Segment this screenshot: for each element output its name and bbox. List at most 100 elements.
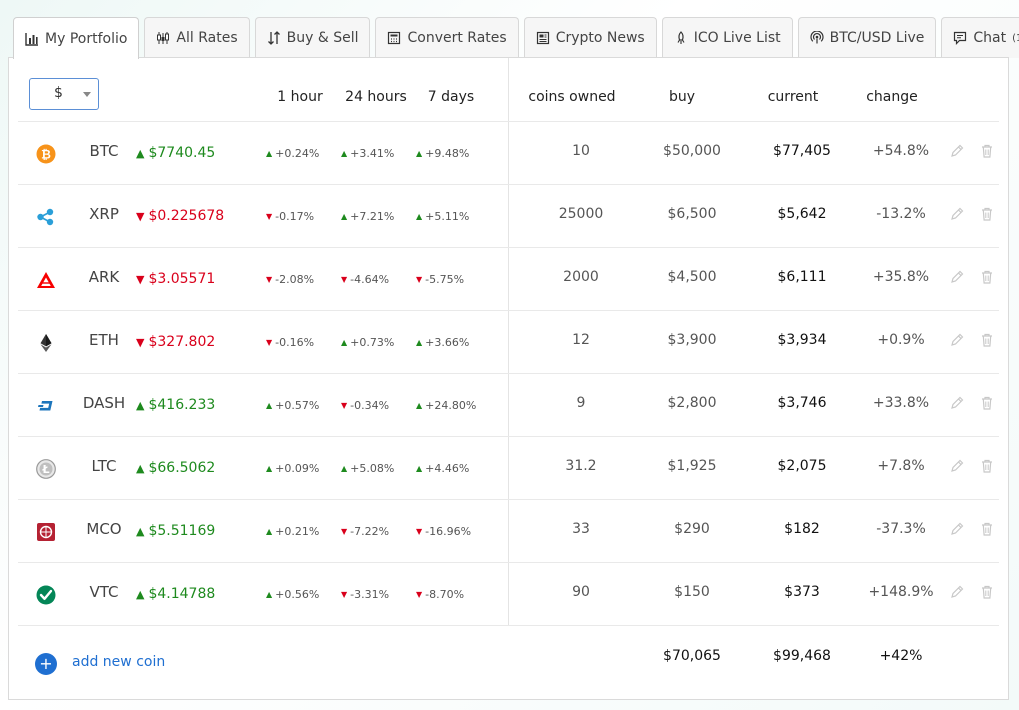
tab-my-portfolio[interactable]: My Portfolio (13, 17, 140, 59)
pencil-icon[interactable] (949, 332, 965, 348)
tab-buy-sell[interactable]: Buy & Sell (254, 17, 371, 58)
tab-ico-live-list[interactable]: ICO Live List (661, 17, 793, 58)
change-7d: ▼ -8.70% (416, 588, 464, 601)
row-separator (18, 184, 999, 185)
arrow-icon: ▲ (266, 590, 273, 599)
coins-owned: 10 (572, 143, 590, 159)
plus-icon[interactable]: + (35, 653, 57, 675)
change-value: -13.2% (876, 206, 926, 222)
coins-owned: 25000 (558, 206, 604, 222)
change-7d-value: -5.75% (425, 273, 465, 286)
price-arrow-icon: ▼ (136, 273, 145, 286)
pencil-icon[interactable] (949, 269, 965, 285)
arrow-icon: ▼ (341, 275, 348, 284)
arrow-icon: ▲ (416, 338, 423, 347)
change-24h: ▼ -7.22% (341, 525, 389, 538)
header-24-hours: 24 hours (345, 89, 407, 105)
pencil-icon[interactable] (949, 521, 965, 537)
arrow-icon: ▼ (416, 527, 423, 536)
change-24h: ▼ -4.64% (341, 273, 389, 286)
change-24h: ▲ +5.08% (341, 462, 394, 475)
change-24h-value: -4.64% (350, 273, 390, 286)
table-row: ₿ BTC ▲ $7740.45 ▲ +0.24% ▲ +3.41% ▲ +9.48% 10 $50,… (18, 121, 999, 184)
trash-icon[interactable] (979, 143, 995, 159)
tab-all-rates[interactable]: All Rates (144, 17, 250, 58)
ripple-icon (36, 207, 56, 227)
price-arrow-icon: ▲ (136, 462, 145, 475)
candlestick-icon (156, 31, 170, 45)
coins-owned: 31.2 (565, 458, 597, 474)
buy-value: $1,925 (667, 458, 717, 474)
add-coin-link[interactable]: add new coin (72, 654, 166, 670)
change-7d-value: +5.11% (425, 210, 470, 223)
change-24h: ▲ +0.73% (341, 336, 394, 349)
coins-owned: 2000 (563, 269, 599, 285)
tab-btc-usd-live[interactable]: BTC/USD Live (797, 17, 937, 58)
arrow-icon: ▼ (416, 590, 423, 599)
header-change: change (866, 89, 918, 105)
arrow-icon: ▲ (416, 149, 423, 158)
change-24h-value: -0.34% (350, 399, 390, 412)
trash-icon[interactable] (979, 395, 995, 411)
change-7d-value: -8.70% (425, 588, 465, 601)
change-24h: ▲ +7.21% (341, 210, 394, 223)
coin-symbol: MCO (86, 520, 122, 538)
table-row: VTC ▲ $4.14788 ▲ +0.56% ▼ -3.31% ▼ -8.70% 90 $150 $… (18, 562, 999, 625)
current-value: $3,934 (777, 332, 827, 348)
change-24h-value: +3.41% (350, 147, 395, 160)
arrow-icon: ▼ (266, 212, 273, 221)
change-24h: ▲ +3.41% (341, 147, 394, 160)
rocket-icon (674, 31, 688, 45)
trash-icon[interactable] (979, 206, 995, 222)
buy-value: $3,900 (667, 332, 717, 348)
buy-value: $290 (674, 521, 710, 537)
coin-price: ▲ $66.5062 (136, 460, 215, 476)
change-1h: ▲ +0.21% (266, 525, 319, 538)
svg-text:Ł: Ł (41, 463, 49, 476)
trash-icon[interactable] (979, 458, 995, 474)
price-value: $416.233 (148, 397, 216, 413)
bar-chart-icon (25, 32, 39, 46)
pencil-icon[interactable] (949, 395, 965, 411)
change-7d: ▼ -5.75% (416, 273, 464, 286)
row-separator (18, 121, 999, 122)
trash-icon[interactable] (979, 584, 995, 600)
arrow-icon: ▲ (266, 401, 273, 410)
exchange-icon (267, 31, 281, 45)
tab-chat[interactable]: Chat (1) (941, 17, 1019, 58)
litecoin-icon: Ł (36, 459, 56, 479)
change-7d-value: +4.46% (425, 462, 470, 475)
trash-icon[interactable] (979, 269, 995, 285)
row-separator (18, 562, 999, 563)
table-row: XRP ▼ $0.225678 ▼ -0.17% ▲ +7.21% ▲ +5.11% 25000 $… (18, 184, 999, 247)
change-1h-value: -2.08% (275, 273, 315, 286)
change-7d: ▲ +4.46% (416, 462, 469, 475)
price-value: $4.14788 (148, 586, 216, 602)
price-arrow-icon: ▲ (136, 525, 145, 538)
change-1h-value: +0.57% (275, 399, 320, 412)
header-current: current (767, 89, 819, 105)
pencil-icon[interactable] (949, 143, 965, 159)
pencil-icon[interactable] (949, 206, 965, 222)
current-value: $3,746 (777, 395, 827, 411)
arrow-icon: ▲ (266, 464, 273, 473)
change-1h-value: +0.09% (275, 462, 320, 475)
pencil-icon[interactable] (949, 458, 965, 474)
arrow-icon: ▼ (341, 527, 348, 536)
coins-owned: 9 (576, 395, 586, 411)
tab-convert-rates[interactable]: Convert Rates (375, 17, 519, 58)
change-7d: ▲ +3.66% (416, 336, 469, 349)
change-1h: ▼ -0.16% (266, 336, 314, 349)
trash-icon[interactable] (979, 332, 995, 348)
coin-price: ▼ $0.225678 (136, 208, 224, 224)
trash-icon[interactable] (979, 521, 995, 537)
header-7-days: 7 days (427, 89, 475, 105)
current-value: $77,405 (773, 143, 831, 159)
pencil-icon[interactable] (949, 584, 965, 600)
row-separator (18, 436, 999, 437)
currency-select[interactable]: $ (29, 78, 99, 110)
tab-crypto-news[interactable]: Crypto News (523, 17, 657, 58)
total-buy: $70,065 (663, 648, 721, 664)
row-separator (18, 247, 999, 248)
broadcast-icon (810, 31, 824, 45)
